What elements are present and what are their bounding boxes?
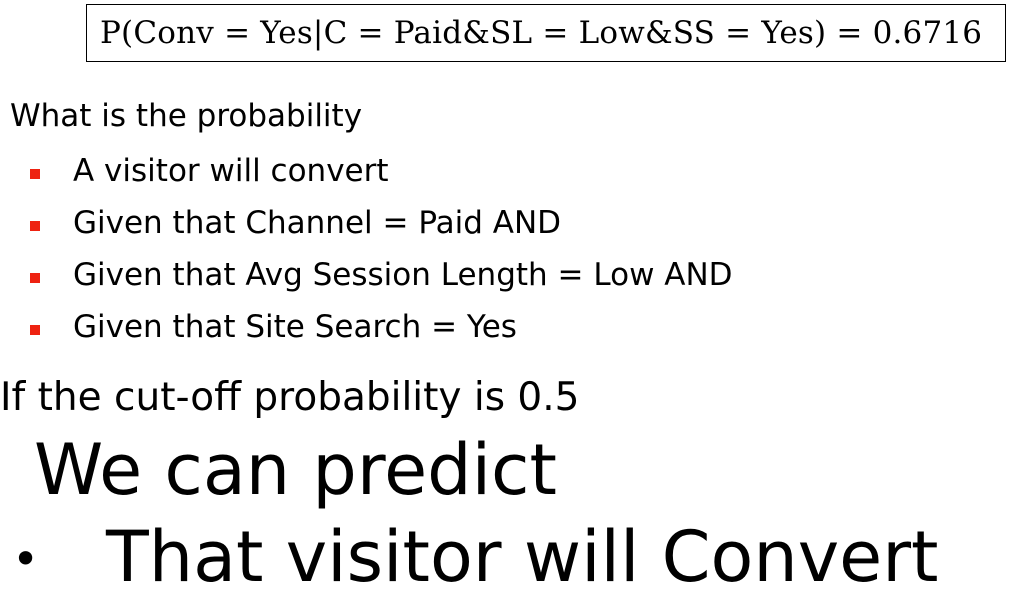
cutoff-text: If the cut-off probability is 0.5	[0, 375, 580, 420]
formula-box: P(Conv = Yes|C = Paid&SL = Low&SS = Yes)…	[86, 4, 1006, 62]
list-item: Given that Site Search = Yes	[30, 307, 733, 359]
list-item: Given that Avg Session Length = Low AND	[30, 255, 733, 307]
question-text: What is the probability	[10, 98, 363, 134]
list-item: Given that Channel = Paid AND	[30, 203, 733, 255]
square-bullet-icon	[30, 273, 40, 283]
prediction-heading: We can predict	[34, 429, 557, 511]
conclusion-text: That visitor will Convert	[106, 516, 939, 598]
list-item: A visitor will convert	[30, 151, 733, 203]
formula-text: P(Conv = Yes|C = Paid&SL = Low&SS = Yes)…	[100, 15, 983, 51]
round-bullet-icon: •	[12, 532, 40, 586]
list-item-text: Given that Channel = Paid AND	[73, 205, 562, 241]
list-item-text: A visitor will convert	[73, 153, 389, 189]
list-item-text: Given that Site Search = Yes	[73, 309, 517, 345]
square-bullet-icon	[30, 221, 40, 231]
prediction-conclusion: • That visitor will Convert	[12, 515, 938, 601]
square-bullet-icon	[30, 325, 40, 335]
list-item-text: Given that Avg Session Length = Low AND	[73, 257, 733, 293]
square-bullet-icon	[30, 169, 40, 179]
condition-list: A visitor will convert Given that Channe…	[30, 151, 733, 359]
